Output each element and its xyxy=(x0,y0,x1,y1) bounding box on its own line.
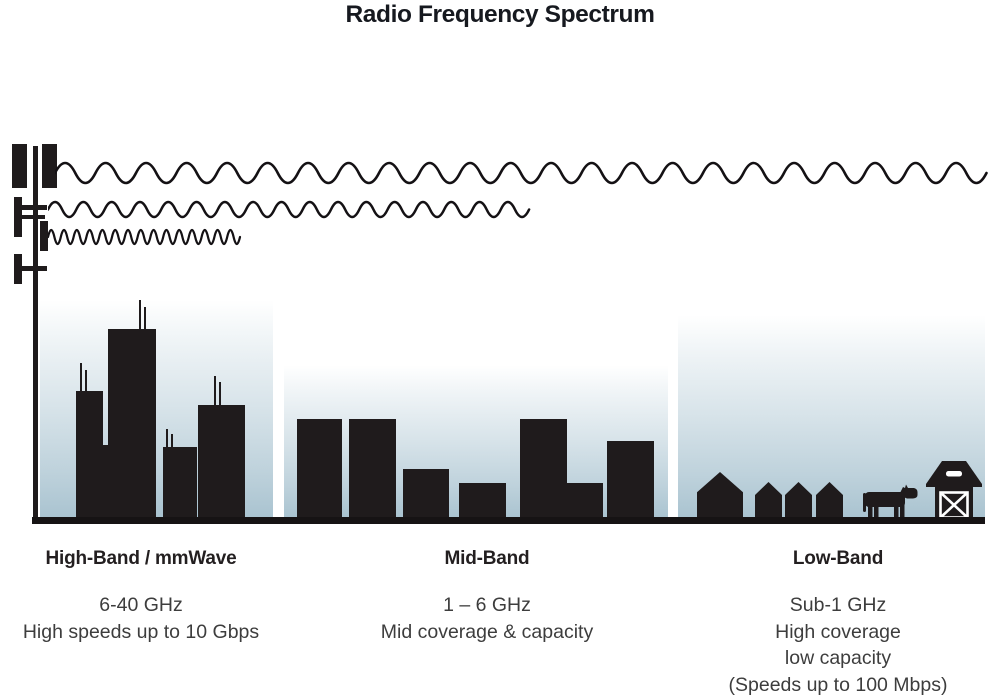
band-frequency: 1 – 6 GHz xyxy=(443,594,531,616)
tower-mast xyxy=(33,146,38,519)
tower-side-panel-lower xyxy=(14,254,22,284)
tower-side-panel-upper xyxy=(14,197,22,237)
page-title: Radio Frequency Spectrum xyxy=(345,1,655,28)
band-description: low capacity xyxy=(784,647,892,669)
building-silhouette xyxy=(403,469,449,519)
band-description: High coverage xyxy=(775,620,901,643)
skyscraper-silhouette xyxy=(198,405,245,519)
band-name: High-Band / mmWave xyxy=(45,548,237,569)
band-description: Mid coverage & capacity xyxy=(380,620,594,643)
high-band-short-wavelength-wave-icon xyxy=(48,228,242,246)
mid-band-medium-wavelength-wave-icon xyxy=(48,200,531,219)
skyscraper-silhouette xyxy=(76,391,103,519)
high-band-label-group: High-Band / mmWave 6-40 GHz High speeds … xyxy=(16,548,266,645)
rooftop-antenna xyxy=(171,434,173,447)
rooftop-antenna xyxy=(80,363,82,391)
mid-band-label-group: Mid-Band 1 – 6 GHz Mid coverage & capaci… xyxy=(362,548,612,645)
building-silhouette xyxy=(520,419,567,519)
skyscraper-silhouette xyxy=(108,329,156,519)
low-band-label-group: Low-Band Sub-1 GHz High coverage low cap… xyxy=(713,548,963,698)
band-description: (Speeds up to 100 Mbps) xyxy=(728,673,948,696)
skyscraper-silhouette xyxy=(163,447,197,519)
tower-crossbar-upper-2 xyxy=(20,215,45,219)
rooftop-antenna xyxy=(139,300,141,329)
barn-icon xyxy=(926,461,982,519)
tower-antenna-panel-left xyxy=(12,144,27,188)
band-name: Low-Band xyxy=(792,548,884,569)
tower-crossbar-lower xyxy=(14,266,47,271)
building-silhouette xyxy=(459,483,506,519)
band-name: Mid-Band xyxy=(444,548,530,569)
skyscraper-silhouette xyxy=(103,445,108,519)
ground-line xyxy=(32,517,985,524)
building-silhouette xyxy=(567,483,603,519)
rooftop-antenna xyxy=(219,382,221,405)
tower-antenna-panel-right xyxy=(42,144,57,188)
building-silhouette xyxy=(349,419,396,519)
building-silhouette xyxy=(297,419,342,519)
rooftop-antenna xyxy=(144,307,146,329)
cow-icon xyxy=(863,484,918,519)
tower-crossbar-upper xyxy=(14,205,47,210)
rooftop-antenna xyxy=(214,376,216,405)
rooftop-antenna xyxy=(85,370,87,391)
building-silhouette xyxy=(607,441,654,519)
band-description: High speeds up to 10 Gbps xyxy=(22,620,260,643)
band-frequency: Sub-1 GHz xyxy=(789,594,887,616)
low-band-long-wavelength-wave-icon xyxy=(55,161,988,185)
band-frequency: 6-40 GHz xyxy=(99,594,183,616)
rooftop-antenna xyxy=(166,429,168,447)
tower-stub-panel xyxy=(40,221,48,251)
